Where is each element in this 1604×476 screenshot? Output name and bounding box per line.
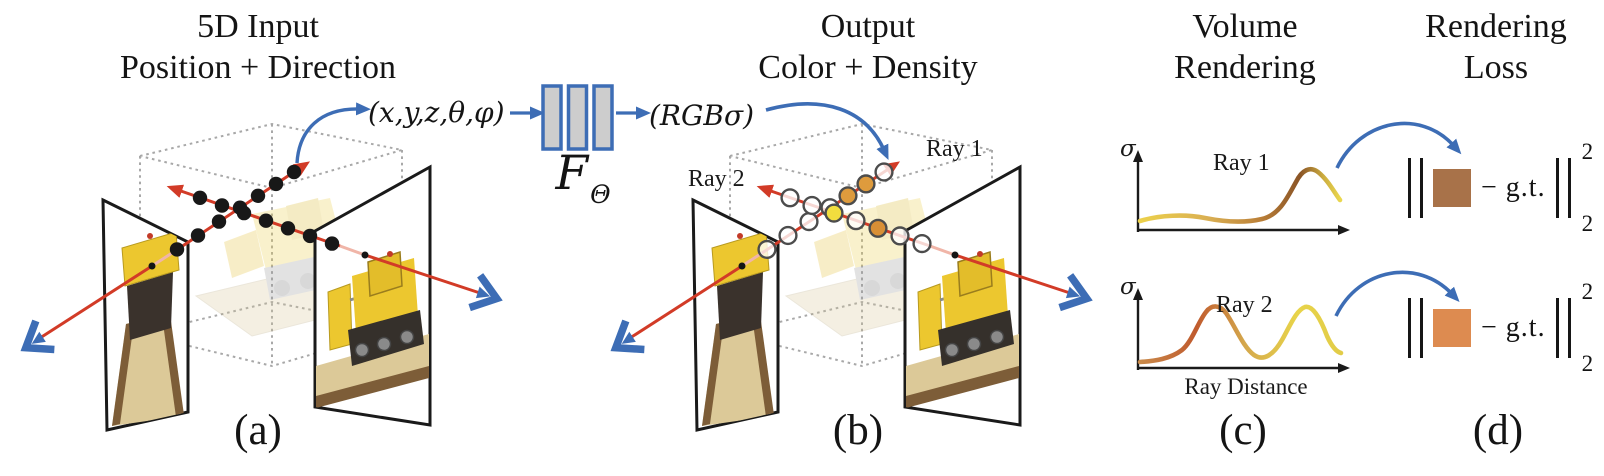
panel-b-title-line2: Color + Density	[758, 49, 978, 86]
ray2-plot-label: Ray 2	[1216, 292, 1273, 318]
loss2-minus-gt: − g.t.	[1481, 312, 1546, 343]
network-output-label: (RGBσ)	[649, 99, 754, 132]
network-name-label: FΘ	[536, 146, 628, 209]
render-to-loss2-arrow-icon	[1334, 270, 1460, 317]
panel-b-title: Output Color + Density	[648, 6, 1088, 88]
loss1-exponents: 2 2	[1582, 139, 1594, 237]
panel-b-title-line1: Output	[820, 8, 916, 45]
norm-close-bar-icon	[1555, 298, 1571, 358]
loss1-subscript: 2	[1581, 211, 1594, 236]
caption-a: (a)	[234, 407, 282, 454]
ray-distance-axis-label: Ray Distance	[1184, 374, 1307, 399]
panel-d-title-line1: Rendering	[1425, 8, 1567, 45]
norm-open-bar-icon	[1408, 298, 1423, 358]
ray1-density-plot: σ Ray 1	[1120, 136, 1350, 235]
output-to-ray-arrow-icon	[765, 102, 889, 161]
ray1-plot-label: Ray 1	[1213, 150, 1270, 176]
render-to-loss1-arrow-icon	[1335, 121, 1462, 169]
ray-sample-points-a	[169, 164, 340, 257]
panel-d-title-line2: Loss	[1463, 49, 1529, 86]
scene-output-color-density: Ray 1 Ray 2	[607, 102, 1092, 430]
sigma-axis-label-2: σ	[1120, 274, 1137, 300]
network-input-label: (x,y,z,θ,φ)	[368, 96, 505, 129]
loss-term-ray2: − g.t. 2 2	[1408, 279, 1593, 376]
norm-open-bar-icon	[1408, 158, 1423, 218]
volume-rendering-plots: σ Ray 1 σ Ray 2 Ray Distance	[1120, 121, 1462, 399]
caption-d: (d)	[1472, 407, 1524, 454]
ray1-scene-label: Ray 1	[926, 136, 983, 162]
network-name-theta: Θ	[590, 180, 611, 209]
norm-close-bar-icon	[1555, 158, 1571, 218]
loss2-exponents: 2 2	[1582, 279, 1594, 377]
mlp-layers-icon	[541, 84, 614, 151]
caption-c: (c)	[1219, 407, 1267, 454]
rendered-pixel-swatch-ray1	[1433, 169, 1471, 207]
loss2-subscript: 2	[1581, 351, 1594, 376]
sample-to-input-arrow-icon	[295, 102, 371, 164]
panel-a-title-line1: 5D Input	[197, 8, 319, 45]
ray2-density-plot: σ Ray 2 Ray Distance	[1120, 274, 1350, 399]
caption-b: (b)	[832, 407, 884, 454]
panel-c-title-line1: Volume	[1192, 8, 1298, 45]
scene-5d-input	[17, 102, 502, 430]
mlp-block	[510, 84, 651, 151]
loss2-superscript: 2	[1581, 279, 1594, 304]
loss1-minus-gt: − g.t.	[1481, 172, 1546, 203]
ray-sample-points-b	[757, 162, 932, 259]
rendered-pixel-swatch-ray2	[1433, 309, 1471, 347]
sigma-axis-label-1: σ	[1120, 136, 1137, 162]
panel-a-title-line2: Position + Direction	[119, 49, 397, 86]
panel-a-title: 5D Input Position + Direction	[38, 6, 478, 88]
panel-d-title: Rendering Loss	[1387, 6, 1604, 88]
panel-c-title-line2: Rendering	[1174, 49, 1316, 86]
panel-c-title: Volume Rendering	[1105, 6, 1385, 88]
ray2-scene-label: Ray 2	[688, 166, 745, 192]
loss1-superscript: 2	[1581, 139, 1594, 164]
network-name-f: F	[555, 146, 589, 201]
loss-term-ray1: − g.t. 2 2	[1408, 139, 1593, 236]
